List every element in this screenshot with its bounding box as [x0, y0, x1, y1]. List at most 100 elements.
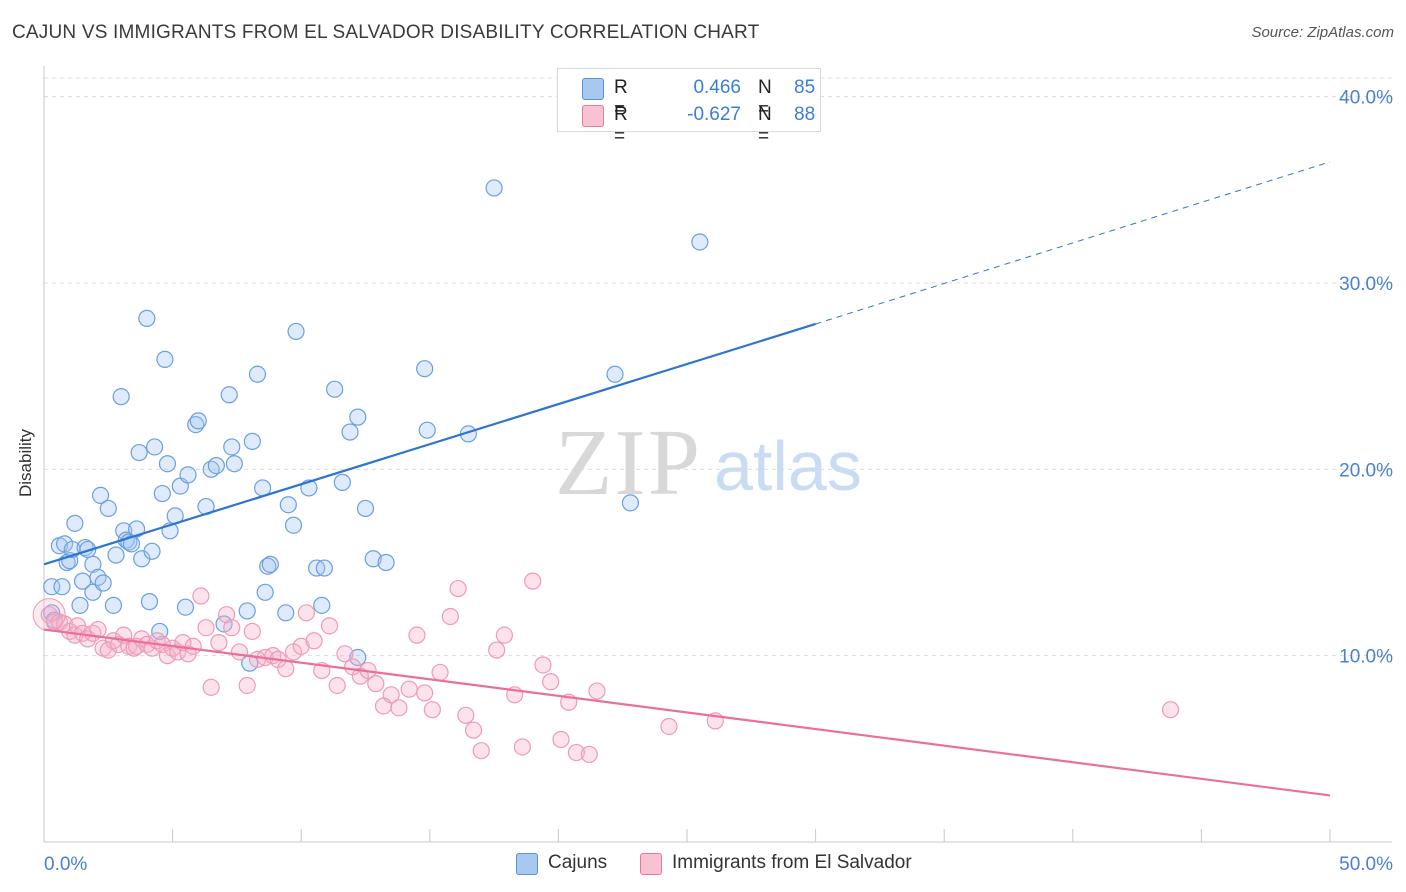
series-cajuns	[43, 179, 709, 672]
data-point-cajuns	[287, 322, 305, 341]
legend-n-value-el-salvador: 88	[794, 104, 816, 125]
data-point-cajuns	[485, 179, 503, 197]
legend-n-label: N =	[758, 77, 772, 120]
legend-swatch-el-salvador	[582, 105, 604, 127]
y-tick-label: 10.0%	[1339, 647, 1393, 668]
watermark-atlas: atlas	[714, 427, 862, 505]
legend-n-value-cajuns: 85	[794, 77, 816, 98]
data-point-cajuns	[179, 466, 197, 484]
data-point-cajuns	[107, 546, 125, 564]
data-point-el-salvador	[495, 626, 513, 644]
y-tick-label: 40.0%	[1339, 88, 1393, 109]
x-tick-label-min: 0.0%	[44, 854, 87, 875]
bottom-legend-swatch-el-salvador	[640, 853, 662, 875]
data-point-cajuns	[158, 455, 177, 473]
trend-line-cajuns	[43, 322, 816, 566]
y-tick-label: 20.0%	[1339, 460, 1393, 481]
data-point-el-salvador	[524, 572, 542, 590]
axes	[43, 66, 1392, 843]
data-point-el-salvador	[423, 701, 441, 719]
data-point-cajuns	[261, 555, 279, 573]
data-point-el-salvador	[197, 619, 215, 637]
legend-r-value-cajuns: 0.466	[693, 77, 741, 98]
data-point-cajuns	[145, 438, 164, 456]
data-point-el-salvador	[277, 660, 295, 678]
data-point-cajuns	[416, 360, 434, 378]
y-axis-label: Disability	[16, 428, 35, 497]
data-point-cajuns	[284, 516, 303, 534]
data-point-cajuns	[189, 412, 207, 430]
data-point-el-salvador	[408, 626, 426, 644]
data-point-el-salvador	[441, 607, 459, 626]
tick-labels: 10.0% 20.0% 30.0% 40.0% 0.0% 50.0%	[44, 88, 1393, 875]
data-point-el-salvador	[449, 579, 467, 598]
data-point-el-salvador	[367, 675, 385, 693]
trend-lines	[43, 161, 1331, 797]
data-point-el-salvador	[210, 634, 228, 652]
data-point-cajuns	[349, 408, 367, 426]
data-point-el-salvador	[513, 738, 531, 756]
chart-title: CAJUN VS IMMIGRANTS FROM EL SALVADOR DIS…	[12, 22, 760, 43]
data-point-el-salvador	[660, 717, 678, 736]
source-credit: Source: ZipAtlas.com	[1251, 24, 1394, 41]
data-point-cajuns	[223, 438, 241, 456]
bottom-legend-label-el-salvador: Immigrants from El Salvador	[672, 852, 912, 873]
data-point-cajuns	[349, 648, 367, 667]
data-point-cajuns	[153, 484, 171, 503]
data-point-el-salvador	[218, 606, 236, 624]
data-point-el-salvador	[552, 730, 570, 749]
legend-r-label: R =	[614, 104, 628, 147]
data-point-el-salvador	[542, 673, 560, 691]
data-point-cajuns	[225, 455, 243, 473]
data-point-el-salvador	[305, 632, 323, 650]
data-point-cajuns	[84, 555, 102, 573]
gridlines	[44, 77, 1392, 657]
data-point-cajuns	[127, 520, 146, 538]
data-point-el-salvador-large	[32, 598, 66, 632]
data-point-cajuns	[356, 499, 375, 518]
data-point-el-salvador	[431, 663, 449, 682]
data-point-el-salvador	[328, 676, 346, 695]
data-point-cajuns	[176, 598, 195, 616]
data-point-cajuns	[120, 533, 138, 551]
legend-r-value-el-salvador: -0.627	[687, 104, 741, 125]
data-point-el-salvador	[230, 643, 249, 661]
data-point-el-salvador	[567, 743, 586, 762]
data-point-cajuns	[140, 593, 159, 611]
data-point-cajuns	[248, 365, 267, 383]
data-point-cajuns	[207, 456, 225, 475]
data-point-el-salvador	[202, 678, 220, 696]
data-point-el-salvador	[588, 682, 606, 700]
data-point-cajuns	[418, 421, 436, 439]
data-point-el-salvador	[534, 656, 552, 674]
data-point-cajuns	[277, 604, 295, 622]
bottom-legend-label-cajuns: Cajuns	[548, 852, 608, 873]
data-point-cajuns	[621, 494, 640, 512]
data-point-cajuns	[326, 380, 344, 398]
data-point-el-salvador	[472, 742, 490, 760]
data-point-cajuns	[364, 550, 382, 568]
data-point-el-salvador	[416, 684, 434, 702]
data-point-el-salvador	[400, 680, 418, 698]
data-point-el-salvador	[238, 676, 256, 695]
watermark-zip: ZIP	[555, 411, 702, 515]
data-point-el-salvador	[99, 641, 117, 659]
data-point-el-salvador	[390, 699, 408, 717]
data-point-cajuns	[112, 388, 130, 406]
data-point-cajuns	[76, 538, 94, 557]
legend-n-label: N =	[758, 104, 772, 147]
legend-swatch-cajuns	[582, 78, 604, 100]
data-point-el-salvador	[580, 745, 598, 764]
data-point-cajuns	[94, 574, 112, 592]
data-point-cajuns	[315, 559, 333, 577]
bottom-legend-swatch-cajuns	[516, 853, 538, 875]
data-point-cajuns	[104, 596, 123, 614]
data-point-cajuns	[91, 486, 110, 505]
data-point-el-salvador	[243, 622, 261, 641]
series-el-salvador	[32, 572, 1180, 764]
data-point-el-salvador	[184, 637, 202, 655]
trend-line-cajuns-extension	[815, 161, 1331, 325]
data-point-cajuns	[256, 583, 274, 601]
data-point-cajuns	[71, 596, 89, 614]
